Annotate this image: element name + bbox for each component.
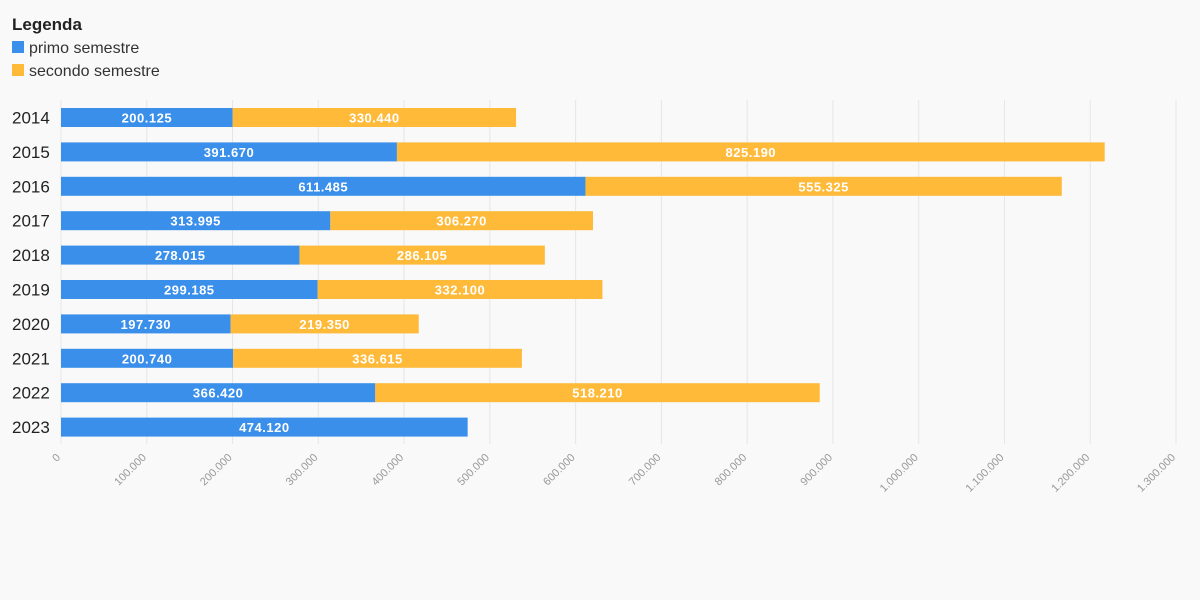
bar-segment bbox=[61, 245, 300, 265]
bar-value-label: 518.210 bbox=[572, 386, 623, 401]
category-label: 2015 bbox=[12, 143, 50, 162]
bar-segment bbox=[61, 142, 397, 162]
bar-segment bbox=[585, 176, 1062, 196]
bar-segment bbox=[61, 176, 586, 196]
x-axis-tick-labels: 0 100.000 200.000 300.000 400.000 500.000 600.… bbox=[50, 452, 1178, 495]
x-tick-label: 400.000 bbox=[370, 452, 407, 489]
category-label: 2019 bbox=[12, 281, 50, 300]
x-tick-label: 700.000 bbox=[627, 452, 664, 489]
x-tick-label: 200.000 bbox=[198, 452, 235, 489]
category-label: 2021 bbox=[12, 349, 50, 368]
category-label: 2023 bbox=[12, 418, 50, 437]
bar-segment bbox=[61, 383, 376, 403]
bar-segment bbox=[230, 314, 419, 334]
legend: Legenda primo semestre secondo semestre bbox=[12, 15, 160, 80]
x-tick-label: 800.000 bbox=[713, 452, 750, 489]
x-tick-label: 1.000.000 bbox=[878, 452, 921, 495]
bar-value-label: 391.670 bbox=[204, 145, 255, 160]
bar-segment bbox=[396, 142, 1105, 162]
bar-segment bbox=[61, 211, 331, 231]
bar-value-label: 474.120 bbox=[239, 420, 290, 435]
bar-value-label: 299.185 bbox=[164, 283, 215, 298]
bar-segment bbox=[61, 280, 318, 299]
bar-value-label: 286.105 bbox=[397, 248, 448, 263]
x-tick-label: 300.000 bbox=[284, 452, 321, 489]
bar-value-label: 278.015 bbox=[155, 248, 206, 263]
category-label: 2020 bbox=[12, 315, 50, 334]
bar-value-label: 197.730 bbox=[121, 317, 172, 332]
category-labels: 2014 2015 2016 2017 2018 2019 2020 2021 2022 2023 bbox=[12, 109, 50, 438]
bar-value-label: 313.995 bbox=[170, 214, 221, 229]
legend-swatch-2 bbox=[12, 64, 24, 76]
x-tick-label: 1.300.000 bbox=[1135, 452, 1178, 495]
bar-value-label: 330.440 bbox=[349, 111, 400, 126]
bar-segment bbox=[375, 383, 820, 403]
bar-value-label: 306.270 bbox=[436, 214, 487, 229]
bar-segment bbox=[61, 108, 233, 127]
x-tick-label: 500.000 bbox=[455, 452, 492, 489]
bar-value-label: 611.485 bbox=[298, 179, 348, 194]
bar-value-label: 366.420 bbox=[193, 386, 244, 401]
bar-value-label: 825.190 bbox=[726, 145, 777, 160]
legend-swatch-1 bbox=[12, 41, 24, 53]
bar-segment bbox=[61, 314, 231, 334]
bar-segment bbox=[330, 211, 593, 231]
category-label: 2022 bbox=[12, 384, 50, 403]
bars: 200.125 330.440 391.670 825.190 611.485 555.3… bbox=[61, 108, 1105, 437]
legend-label-1: primo semestre bbox=[29, 40, 139, 57]
bar-segment bbox=[61, 348, 234, 368]
bar-segment bbox=[233, 348, 522, 368]
legend-title: Legenda bbox=[12, 15, 82, 34]
category-label: 2016 bbox=[12, 177, 50, 196]
bar-segment bbox=[232, 108, 517, 127]
x-tick-label: 1.200.000 bbox=[1049, 452, 1092, 495]
x-tick-label: 0 bbox=[50, 452, 63, 465]
bar-segment bbox=[299, 245, 545, 265]
x-tick-label: 100.000 bbox=[112, 452, 149, 489]
legend-label-2: secondo semestre bbox=[29, 63, 160, 80]
bar-segment bbox=[317, 280, 603, 299]
bar-value-label: 555.325 bbox=[798, 179, 849, 194]
category-label: 2014 bbox=[12, 109, 50, 128]
bar-segment bbox=[61, 417, 468, 437]
bar-value-label: 336.615 bbox=[352, 351, 403, 366]
bar-value-label: 219.350 bbox=[299, 317, 350, 332]
category-label: 2018 bbox=[12, 246, 50, 265]
bar-value-label: 200.125 bbox=[122, 111, 173, 126]
x-tick-label: 600.000 bbox=[541, 452, 578, 489]
bar-value-label: 200.740 bbox=[122, 351, 173, 366]
bar-value-label: 332.100 bbox=[435, 283, 486, 298]
x-tick-label: 900.000 bbox=[798, 452, 835, 489]
category-label: 2017 bbox=[12, 212, 50, 231]
x-tick-label: 1.100.000 bbox=[963, 452, 1006, 495]
